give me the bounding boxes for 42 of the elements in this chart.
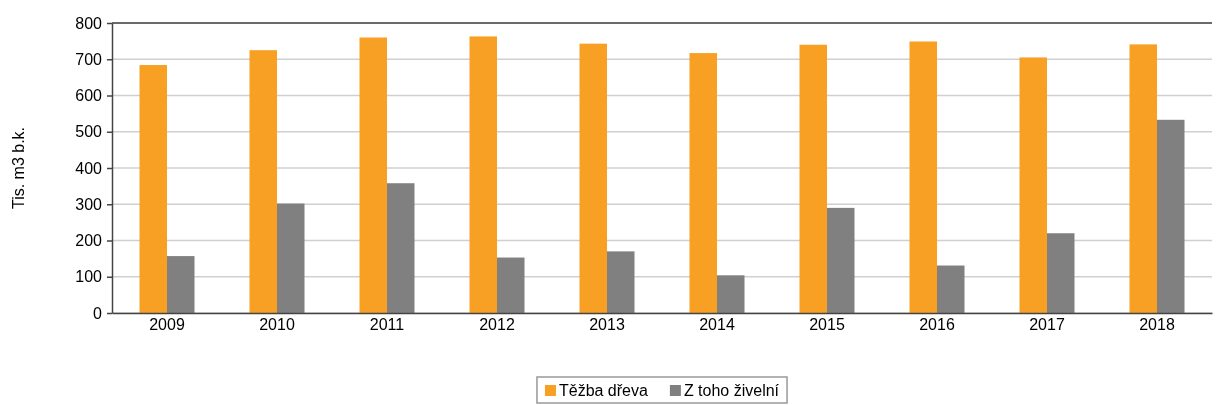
bar: [1047, 233, 1075, 313]
bar: [277, 203, 305, 313]
bar: [607, 251, 635, 313]
y-tick-label: 700: [75, 50, 103, 68]
y-axis-title: Tis. m3 b.k.: [10, 126, 27, 210]
bar: [1157, 119, 1185, 313]
y-tick-label: 400: [75, 159, 103, 177]
x-tick-label: 2011: [369, 316, 405, 333]
bar: [497, 257, 525, 313]
y-tick-label: 100: [75, 268, 103, 286]
x-tick-label: 2015: [809, 316, 845, 333]
bar: [167, 256, 195, 313]
legend-label: Z toho živelní: [683, 382, 780, 399]
x-tick-label: 2013: [589, 316, 625, 333]
bar: [799, 44, 827, 313]
y-tick-label: 0: [93, 304, 103, 322]
y-tick-label: 600: [75, 87, 103, 105]
bar: [827, 207, 855, 313]
bar: [359, 37, 387, 313]
bar: [387, 183, 415, 313]
bar: [579, 43, 607, 313]
bar: [689, 53, 717, 313]
y-tick-label: 800: [75, 14, 103, 32]
x-tick-label: 2018: [1139, 316, 1175, 333]
bar: [1019, 57, 1047, 313]
x-tick-label: 2009: [149, 316, 185, 333]
bar: [249, 50, 277, 313]
bar: [469, 36, 497, 313]
x-tick-label: 2017: [1029, 316, 1065, 333]
y-tick-label: 300: [75, 195, 103, 213]
bar: [909, 41, 937, 313]
bar: [937, 265, 965, 313]
bar: [139, 65, 167, 313]
y-tick-label: 500: [75, 123, 103, 141]
x-tick-label: 2012: [479, 316, 515, 333]
bar: [1129, 44, 1157, 313]
x-tick-label: 2010: [259, 316, 295, 333]
legend-label: Těžba dřeva: [558, 382, 648, 399]
x-tick-label: 2014: [699, 316, 735, 333]
y-tick-label: 200: [75, 232, 103, 250]
x-tick-label: 2016: [919, 316, 955, 333]
bar: [717, 275, 745, 313]
